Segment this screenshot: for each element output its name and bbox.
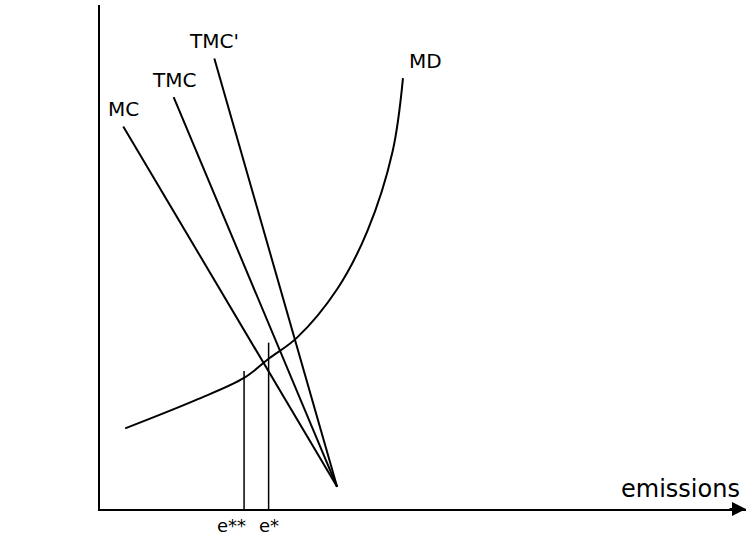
svg-text:TMC': TMC' xyxy=(189,29,239,53)
svg-text:e**: e** xyxy=(217,515,246,536)
svg-text:MD: MD xyxy=(409,49,442,73)
svg-text:e*: e* xyxy=(259,515,279,536)
svg-text:emissions: emissions xyxy=(621,475,740,503)
svg-text:MC: MC xyxy=(108,97,139,121)
svg-text:TMC: TMC xyxy=(152,68,196,92)
